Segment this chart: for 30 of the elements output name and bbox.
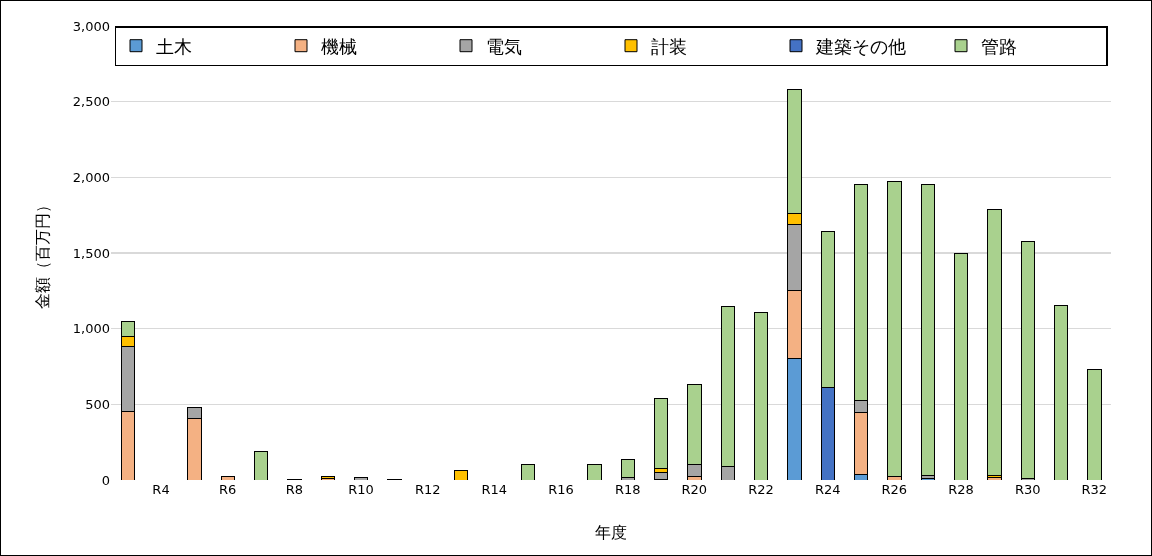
legend-label: 建築その他 [815, 35, 906, 57]
y-tick-label: 2,500 [72, 94, 110, 110]
x-tick-label: R12 [414, 482, 441, 497]
x-tick-label: R26 [881, 482, 908, 497]
y-tick-label: 1,500 [72, 245, 110, 261]
y-tick-label: 2,000 [72, 169, 110, 185]
x-tick-label: R4 [152, 482, 170, 497]
x-tick-label: R20 [681, 482, 708, 497]
x-tick-label: R24 [814, 482, 841, 497]
x-tick-label: R6 [219, 482, 237, 497]
legend-label: 電気 [486, 35, 522, 57]
x-tick-label: R16 [548, 482, 574, 497]
y-tick-label: 3,000 [72, 18, 110, 34]
x-axis-title: 年度 [595, 523, 627, 542]
x-tick-label: R32 [1081, 482, 1108, 497]
legend-label: 土木 [156, 35, 192, 57]
x-tick-label: R28 [948, 482, 974, 497]
x-tick-label: R18 [614, 482, 641, 497]
x-tick-label: R8 [285, 482, 303, 497]
legend-label: 管路 [981, 35, 1017, 57]
legend-label: 計装 [651, 35, 687, 57]
x-tick-label: R14 [481, 482, 508, 497]
x-tick-label: R30 [1014, 482, 1041, 497]
y-tick-label: 0 [101, 472, 110, 488]
y-tick-label: 1,000 [72, 321, 110, 337]
x-tick-label: R22 [748, 482, 774, 497]
y-axis-title: 金額（百万円） [32, 197, 52, 309]
legend-label: 機械 [321, 35, 357, 57]
y-tick-label: 500 [85, 396, 110, 412]
x-tick-label: R10 [348, 482, 374, 497]
